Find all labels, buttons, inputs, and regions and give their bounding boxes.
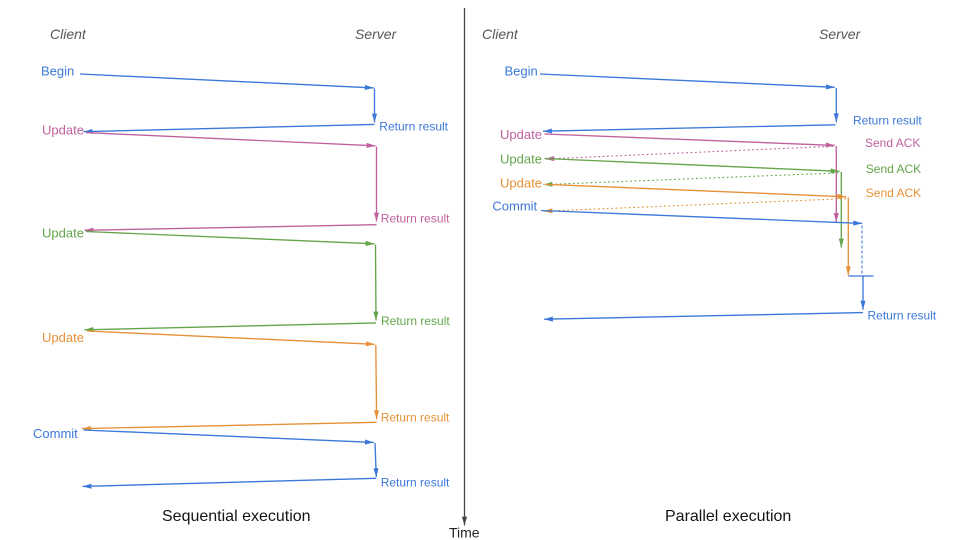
svg-text:Client: Client xyxy=(482,26,519,42)
svg-text:Update: Update xyxy=(500,152,542,167)
svg-text:Update: Update xyxy=(42,122,84,137)
svg-text:Server: Server xyxy=(819,26,862,42)
svg-text:Return result: Return result xyxy=(381,410,450,424)
svg-text:Return result: Return result xyxy=(381,212,450,226)
svg-text:Return result: Return result xyxy=(381,314,450,328)
svg-text:Begin: Begin xyxy=(41,64,74,79)
svg-text:Commit: Commit xyxy=(492,199,537,214)
svg-text:Send ACK: Send ACK xyxy=(865,136,920,150)
svg-text:Sequential execution: Sequential execution xyxy=(162,508,311,525)
svg-text:Return result: Return result xyxy=(381,475,450,489)
svg-text:Time: Time xyxy=(449,525,480,540)
svg-text:Begin: Begin xyxy=(505,64,538,79)
svg-text:Commit: Commit xyxy=(33,426,78,441)
svg-text:Return result: Return result xyxy=(379,119,448,133)
svg-text:Send ACK: Send ACK xyxy=(866,186,921,200)
svg-text:Server: Server xyxy=(355,26,398,42)
svg-text:Client: Client xyxy=(50,26,87,42)
svg-text:Update: Update xyxy=(500,127,542,142)
svg-text:Return result: Return result xyxy=(868,308,937,322)
svg-text:Update: Update xyxy=(500,175,542,190)
svg-text:Update: Update xyxy=(42,330,84,345)
svg-text:Parallel execution: Parallel execution xyxy=(665,508,791,525)
svg-text:Update: Update xyxy=(42,226,84,241)
svg-text:Send ACK: Send ACK xyxy=(866,162,921,176)
svg-text:Return result: Return result xyxy=(853,113,922,127)
